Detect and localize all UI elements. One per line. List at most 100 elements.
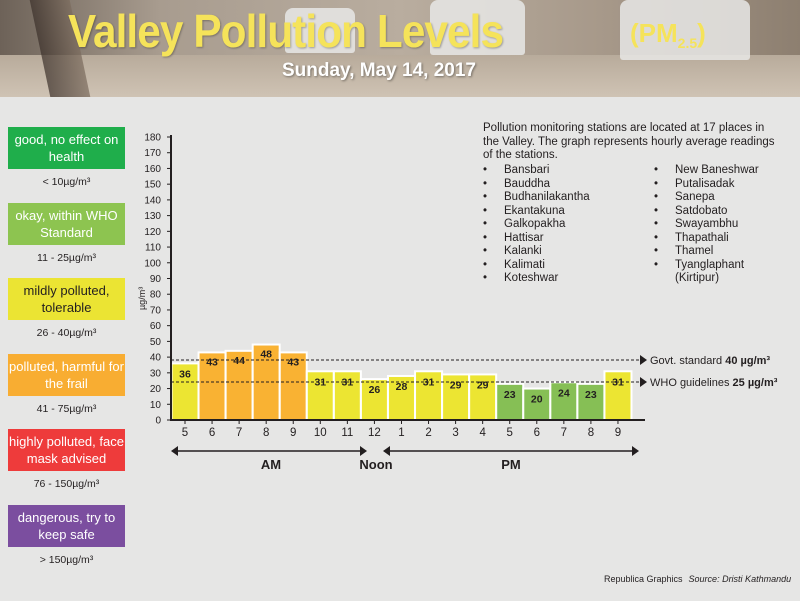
noon-label: Noon <box>359 457 392 472</box>
y-tick-label: 70 <box>150 305 162 316</box>
legend-box: good, no effect on health <box>8 127 125 169</box>
am-label: AM <box>261 457 281 472</box>
date: Sunday, May 14, 2017 <box>282 60 476 81</box>
station-item: Kalimati <box>483 259 590 273</box>
bar-value-label: 23 <box>585 389 597 401</box>
x-tick-label: 12 <box>368 427 381 439</box>
legend-range: 76 - 150µg/m³ <box>33 478 100 490</box>
bar-value-label: 44 <box>233 355 245 367</box>
x-tick-label: 5 <box>507 427 513 439</box>
y-tick-label: 130 <box>144 211 161 222</box>
y-tick-label: 40 <box>150 353 162 364</box>
station-item: Thapathali <box>654 232 759 246</box>
x-tick-label: 2 <box>425 427 431 439</box>
y-tick-label: 150 <box>144 180 161 191</box>
station-item: Swayambhu <box>654 218 759 232</box>
y-tick-label: 50 <box>150 337 162 348</box>
bar-value-label: 43 <box>287 356 299 368</box>
y-tick-label: 0 <box>155 416 161 427</box>
station-item: Thamel <box>654 245 759 259</box>
x-tick-label: 11 <box>341 427 353 439</box>
bar-value-label: 31 <box>314 376 326 388</box>
credit: Republica Graphics <box>604 574 683 584</box>
station-item: Putalisadak <box>654 178 759 192</box>
y-tick-label: 110 <box>145 243 161 254</box>
reference-label: Govt. standard 40 µg/m³ <box>650 355 770 367</box>
x-tick-label: 6 <box>534 427 540 439</box>
y-tick-label: 80 <box>150 290 162 301</box>
station-item: Kalanki <box>483 245 590 259</box>
station-item: Koteshwar <box>483 272 590 286</box>
y-tick-label: 160 <box>144 164 161 175</box>
reference-arrow-icon <box>640 377 647 387</box>
legend-box: dangerous, try to keep safe <box>8 504 125 547</box>
reference-arrow-icon <box>640 355 647 365</box>
station-item: Bansbari <box>483 164 590 178</box>
station-item: Bauddha <box>483 178 590 192</box>
page-title: Valley Pollution Levels <box>68 5 504 57</box>
legend-box: okay, within WHO Standard <box>8 202 125 245</box>
bar <box>576 382 606 422</box>
y-tick-label: 180 <box>144 133 161 144</box>
bar-value-label: 29 <box>477 379 489 391</box>
legend-range: 41 - 75µg/m³ <box>36 402 97 415</box>
bar-value-label: 48 <box>260 349 272 361</box>
footer: Republica Graphics Source: Dristi Kathman… <box>604 574 791 584</box>
info-text: Pollution monitoring stations are locate… <box>483 122 775 161</box>
station-item: Tyanglaphant <box>654 259 759 273</box>
y-tick-label: 90 <box>150 274 162 285</box>
reference-value: 40 µg/m³ <box>725 355 770 367</box>
bar-value-label: 24 <box>558 387 570 399</box>
legend-range: < 10µg/m³ <box>42 176 91 188</box>
legend-range: 26 - 40µg/m³ <box>36 327 97 339</box>
pm-label: PM <box>501 457 521 472</box>
reference-label: WHO guidelines 25 µg/m³ <box>650 377 778 389</box>
y-tick-label: 60 <box>150 321 162 332</box>
source: Source: Dristi Kathmandu <box>688 574 792 584</box>
x-tick-label: 1 <box>398 427 404 439</box>
arrow-left-icon <box>171 446 178 456</box>
bar-value-label: 23 <box>504 389 516 401</box>
legend-range: > 150µg/m³ <box>39 553 94 566</box>
bar-value-label: 28 <box>396 381 408 393</box>
x-tick-label: 3 <box>452 427 458 439</box>
y-tick-label: 30 <box>150 368 162 379</box>
bar-value-label: 26 <box>369 384 381 396</box>
stations-list-2: New BaneshwarPutalisadakSanepaSatdobatoS… <box>654 164 759 286</box>
legend-box: mildly polluted, tolerable <box>8 278 125 320</box>
bar-value-label: 36 <box>179 368 191 380</box>
stations-list-1: BansbariBauddhaBudhanilakanthaEkantakuna… <box>483 164 590 286</box>
y-axis-label: µg/m³ <box>137 287 147 310</box>
x-tick-label: 4 <box>479 427 486 439</box>
bar-value-label: 20 <box>531 394 543 406</box>
station-item: Ekantakuna <box>483 205 590 219</box>
x-tick-label: 10 <box>314 427 327 439</box>
station-item: Sanepa <box>654 191 759 205</box>
arrow-left-icon <box>383 446 390 456</box>
station-item: Budhanilakantha <box>483 191 590 205</box>
station-item: Galkopakha <box>483 218 590 232</box>
arrow-right-icon <box>360 446 367 456</box>
reference-value: 25 µg/m³ <box>733 377 778 389</box>
x-tick-label: 5 <box>182 427 188 439</box>
x-tick-label: 7 <box>236 427 242 439</box>
y-tick-label: 20 <box>150 384 162 395</box>
x-tick-label: 6 <box>209 427 215 439</box>
bar-value-label: 43 <box>206 356 218 368</box>
legend-range: 11 - 25µg/m³ <box>37 251 96 264</box>
x-tick-label: 9 <box>290 427 296 439</box>
y-tick-label: 140 <box>144 195 161 206</box>
stations-info: Pollution monitoring stations are locate… <box>483 122 783 285</box>
station-item: Hattisar <box>483 232 590 246</box>
x-tick-label: 9 <box>615 427 621 439</box>
y-tick-label: 120 <box>144 227 161 238</box>
bar-value-label: 29 <box>450 379 462 391</box>
x-tick-label: 7 <box>561 427 567 439</box>
station-item: Satdobato <box>654 205 759 219</box>
pm-label: (PM2.5) <box>630 18 706 52</box>
header-banner-photo: Valley Pollution Levels (PM2.5) Sunday, … <box>0 0 800 97</box>
arrow-right-icon <box>632 446 639 456</box>
x-tick-label: 8 <box>588 427 594 439</box>
station-item: (Kirtipur) <box>675 272 720 284</box>
